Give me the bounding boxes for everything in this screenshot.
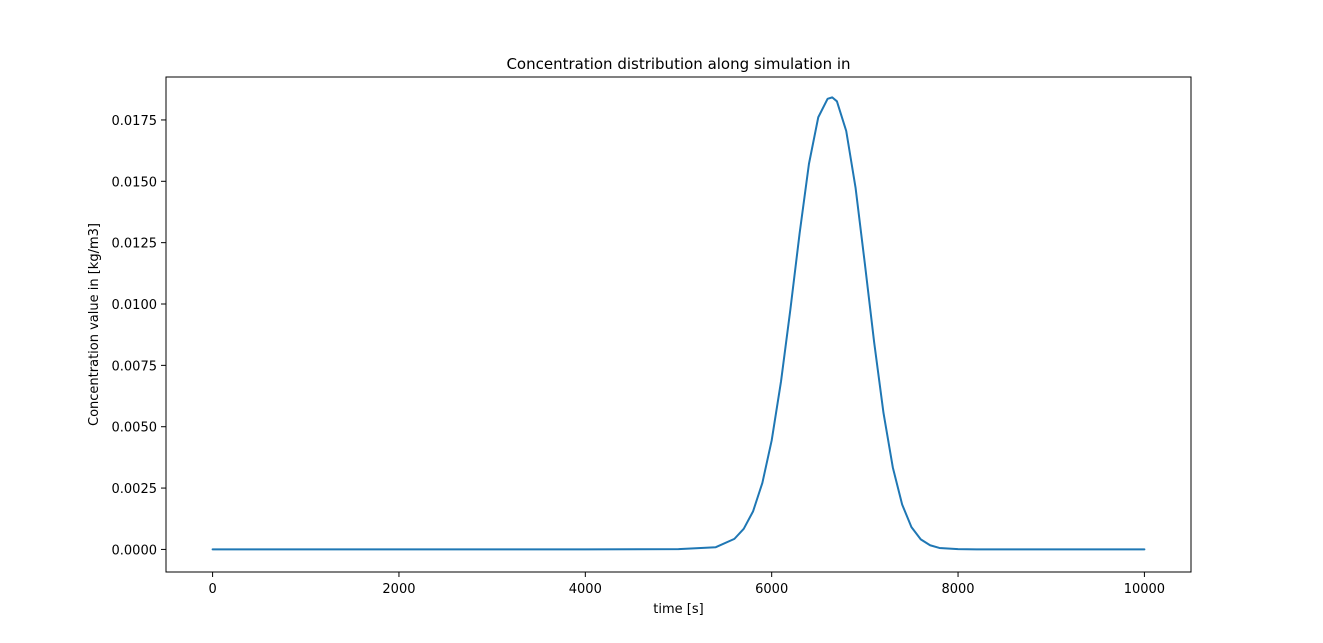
x-tick-label: 6000 xyxy=(755,582,788,597)
series-layer xyxy=(211,96,1146,551)
axes-layer xyxy=(166,77,1191,572)
x-tick-label: 0 xyxy=(208,582,216,597)
x-tick-label: 2000 xyxy=(382,582,415,597)
y-tick-label: 0.0025 xyxy=(112,482,158,497)
text-layer: 0 2000 4000 6000 8000 10000 0.0000 0.0025 0.0050… xyxy=(87,55,1165,617)
x-tick-label: 4000 xyxy=(569,582,602,597)
plot-frame xyxy=(165,76,1192,573)
y-tick-label: 0.0125 xyxy=(112,237,158,252)
y-tick-label: 0.0175 xyxy=(112,114,158,129)
y-tick-label: 0.0075 xyxy=(112,359,158,374)
x-tick-label: 8000 xyxy=(941,582,974,597)
y-tick-label: 0.0000 xyxy=(112,543,158,558)
series-line-0 xyxy=(211,96,1146,551)
x-tick-label: 10000 xyxy=(1124,582,1165,597)
y-tick-label: 0.0100 xyxy=(112,298,158,313)
y-tick-label: 0.0150 xyxy=(112,175,158,190)
plot-area xyxy=(166,77,1191,572)
frame-layer xyxy=(161,76,1192,577)
y-axis-label: Concentration value in [kg/m3] xyxy=(87,223,102,426)
chart-title: Concentration distribution along simulat… xyxy=(506,55,850,73)
x-axis-label: time [s] xyxy=(653,602,703,617)
y-tick-label: 0.0050 xyxy=(112,421,158,436)
